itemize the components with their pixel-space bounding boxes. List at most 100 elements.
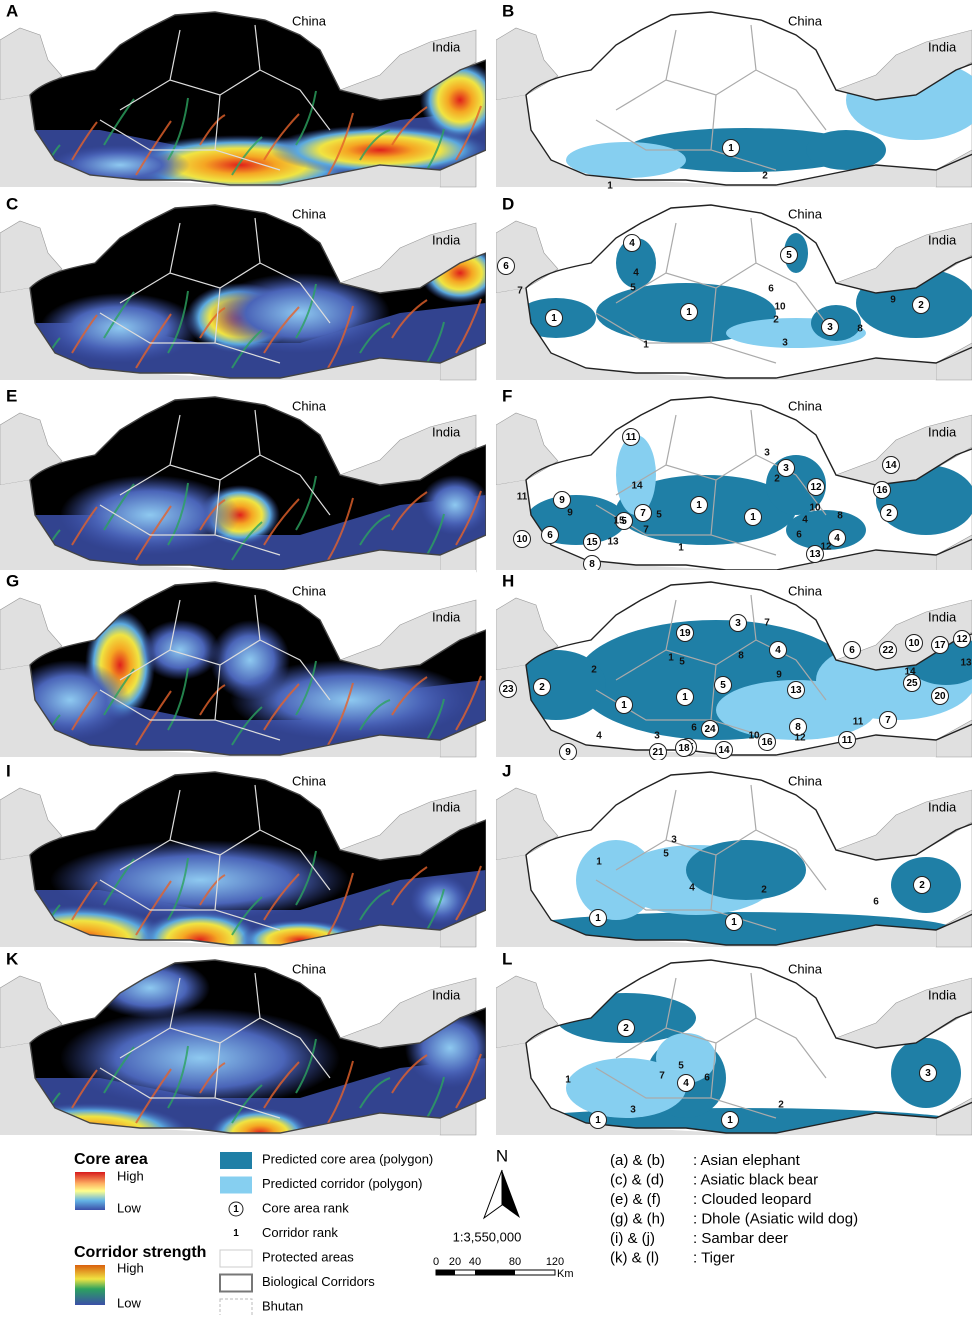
country-label: China xyxy=(788,398,823,413)
species-panels: (e) & (f) xyxy=(610,1191,661,1208)
core-rank: 1 xyxy=(595,913,601,924)
core-rank: 2 xyxy=(623,1023,629,1034)
corridor-rank: 5 xyxy=(656,510,662,521)
corridor-rank: 11 xyxy=(517,492,528,503)
corridor-rank: 13 xyxy=(960,658,972,669)
country-label: China xyxy=(788,773,823,788)
legend-title: Core area xyxy=(74,1151,148,1168)
core-rank: 4 xyxy=(683,1078,689,1089)
core-rank: 12 xyxy=(810,482,822,493)
corridor-rank: 1 xyxy=(596,857,602,868)
corridor-rank: 10 xyxy=(748,731,760,742)
hotspot xyxy=(140,620,220,680)
species-name: : Asiatic black bear xyxy=(693,1171,818,1188)
legend-item: Predicted corridor (polygon) xyxy=(262,1176,422,1191)
species-name: : Clouded leopard xyxy=(693,1191,811,1208)
panel-label: E xyxy=(6,386,17,405)
swatch xyxy=(220,1250,252,1267)
map-panel: DChinaIndia645113274561092831 xyxy=(496,193,972,380)
corridor-rank: 4 xyxy=(596,731,602,742)
corridor-rank: 11 xyxy=(853,717,864,728)
map-panel: IChinaIndia xyxy=(0,760,486,975)
core-rank: 10 xyxy=(908,638,920,649)
core-rank: 17 xyxy=(934,640,946,651)
core-rank: 1 xyxy=(696,500,702,511)
swatch xyxy=(220,1177,252,1194)
scale-tick: 0 xyxy=(433,1256,439,1268)
scale-tick: 80 xyxy=(509,1256,521,1268)
legend: Core areaHighLowCorridor strengthHighLow… xyxy=(74,1146,858,1315)
corridor-rank: 6 xyxy=(704,1073,710,1084)
corridor-rank: 4 xyxy=(633,268,639,279)
core-rank: 23 xyxy=(502,684,514,695)
core-rank: 1 xyxy=(686,307,692,318)
corridor-rank: 3 xyxy=(782,338,788,349)
legend-title: Corridor strength xyxy=(74,1244,206,1261)
corridor-rank: 1 xyxy=(668,653,674,664)
swatch xyxy=(220,1299,252,1315)
core-rank: 11 xyxy=(842,735,853,746)
corridor-rank: 5 xyxy=(663,849,669,860)
scale-tick: 120 xyxy=(546,1256,564,1268)
corridor-rank: 14 xyxy=(631,481,643,492)
country-label: China xyxy=(788,583,823,598)
corridor-rank: 14 xyxy=(904,667,916,678)
species-panels: (c) & (d) xyxy=(610,1171,664,1188)
scale-tick: 20 xyxy=(449,1256,461,1268)
legend-item: Core area rank xyxy=(262,1200,349,1215)
map-panel: HChinaIndia19346221017122321151325207824… xyxy=(496,570,972,761)
core-area xyxy=(806,130,886,170)
corridor-rank: 5 xyxy=(630,283,636,294)
corridor-rank: 1 xyxy=(678,543,684,554)
corridor-rank: 15 xyxy=(613,516,625,527)
panel-label: I xyxy=(6,761,11,780)
corridor-rank: 7 xyxy=(764,618,770,629)
legend-item: Predicted core area (polygon) xyxy=(262,1151,433,1166)
map-panel: EChinaIndia xyxy=(0,385,490,572)
panel-label: L xyxy=(502,949,512,968)
corridor-rank: 3 xyxy=(764,448,770,459)
core-rank: 2 xyxy=(539,682,545,693)
core-rank: 20 xyxy=(934,691,946,702)
country-label: India xyxy=(928,39,957,54)
corridor-rank: 9 xyxy=(567,508,573,519)
core-rank: 16 xyxy=(876,485,888,496)
panel-label: D xyxy=(502,194,514,213)
legend-high: High xyxy=(117,1260,144,1275)
scale-bar-seg xyxy=(436,1270,455,1275)
corridor-rank: 6 xyxy=(796,530,802,541)
corridor-rank: 4 xyxy=(802,515,808,526)
corridor-rank: 7 xyxy=(659,1071,665,1082)
core-rank: 4 xyxy=(775,645,781,656)
country-label: India xyxy=(928,232,957,247)
core-rank: 13 xyxy=(809,549,821,560)
species-name: : Sambar deer xyxy=(693,1230,788,1247)
core-rank: 7 xyxy=(640,508,646,519)
core-rank: 12 xyxy=(956,634,968,645)
core-rank: 1 xyxy=(731,917,737,928)
core-rank: 3 xyxy=(925,1068,931,1079)
corridor-rank: 3 xyxy=(671,835,677,846)
corridor-rank: 2 xyxy=(762,171,768,182)
north-arrow xyxy=(502,1170,520,1218)
corridor-rank: 2 xyxy=(591,665,597,676)
country-label: China xyxy=(292,961,327,976)
country-label: India xyxy=(928,799,957,814)
country-label: India xyxy=(432,609,461,624)
scale-unit: Km xyxy=(557,1268,574,1280)
core-rank: 7 xyxy=(885,715,891,726)
core-rank: 2 xyxy=(886,508,892,519)
corridor-rank: 2 xyxy=(774,474,780,485)
core-rank: 11 xyxy=(626,432,637,443)
country-label: India xyxy=(432,987,461,1002)
hotspot xyxy=(420,475,490,535)
core-rank: 6 xyxy=(547,530,553,541)
legend-item: Bhutan xyxy=(262,1298,303,1313)
species-panels: (i) & (j) xyxy=(610,1230,655,1247)
panel-label: F xyxy=(502,386,512,405)
map-panel: GChinaIndia xyxy=(0,570,486,757)
core-rank: 1 xyxy=(595,1115,601,1126)
core-rank: 3 xyxy=(783,463,789,474)
